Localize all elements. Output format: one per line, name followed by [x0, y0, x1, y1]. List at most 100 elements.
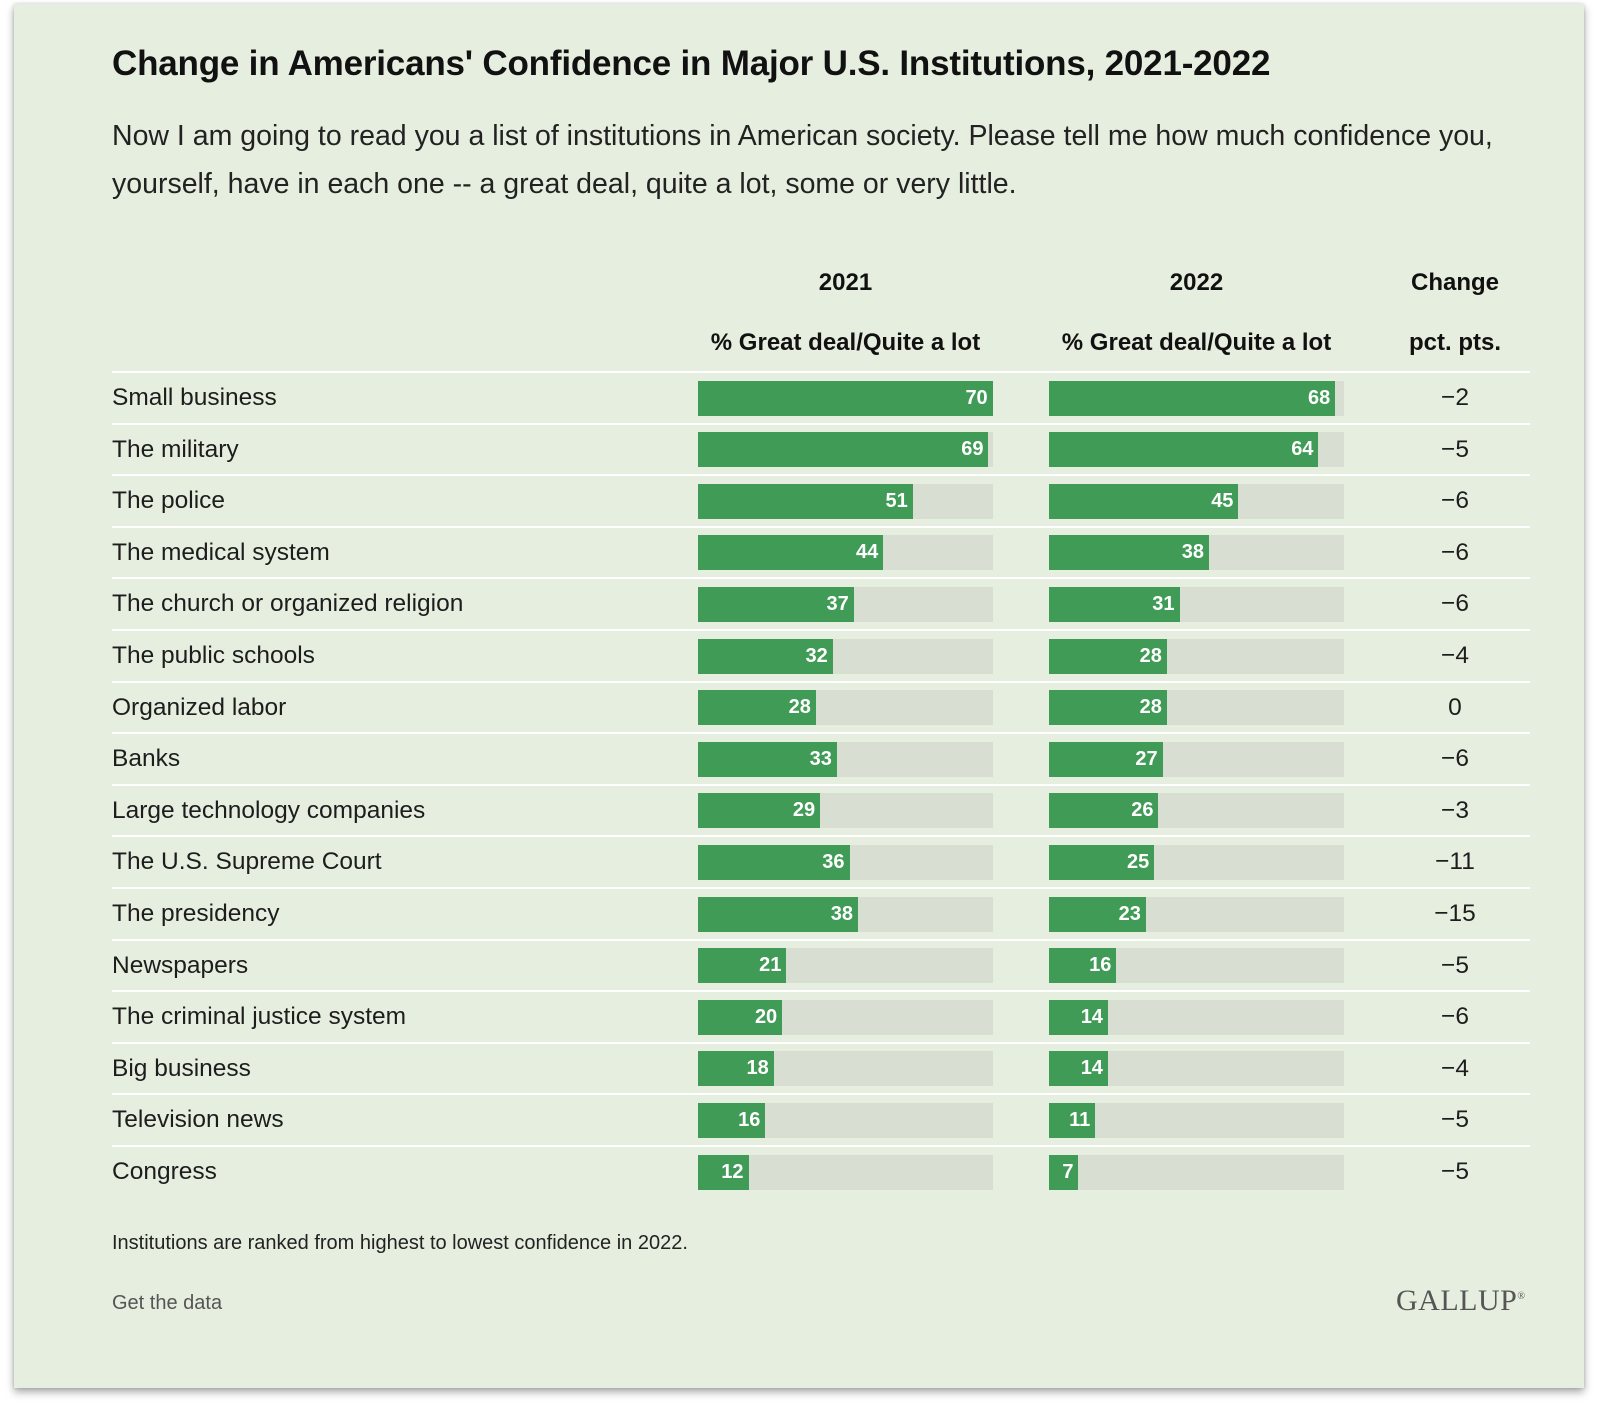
bar-track-2022: 14	[1049, 1051, 1344, 1087]
change-value: 0	[1448, 693, 1462, 721]
row-label: The medical system	[112, 538, 330, 566]
row-separator	[112, 629, 1530, 631]
bar-value-label-2022: 26	[1131, 799, 1154, 822]
change-value: −4	[1441, 1054, 1469, 1082]
bar-2022	[1049, 483, 1239, 519]
bar-track-2022: 27	[1049, 741, 1344, 777]
bar-track-2022: 23	[1049, 896, 1344, 932]
bar-track-2022: 31	[1049, 586, 1344, 622]
bar-value-label-2022: 27	[1135, 747, 1158, 770]
get-the-data-link[interactable]: Get the data	[112, 1292, 223, 1314]
bar-2021	[698, 741, 837, 777]
bar-track-2021: 29	[698, 793, 993, 829]
bar-2022	[1049, 1102, 1096, 1138]
bar-2022	[1049, 793, 1159, 829]
change-value: −6	[1441, 487, 1469, 515]
bar-value-label-2021: 33	[809, 747, 832, 770]
chart-rows: Small business 70 68 −2 The military 69 64 −5 Th…	[14, 4, 1584, 1388]
row-label: The church or organized religion	[112, 590, 464, 618]
bar-value-label-2021: 70	[965, 386, 988, 409]
bar-track-2022: 14	[1049, 999, 1344, 1035]
bar-value-label-2021: 29	[792, 799, 816, 822]
bar-value-label-2022: 64	[1291, 438, 1314, 461]
change-value: −6	[1441, 1003, 1469, 1031]
bar-2022	[1049, 690, 1167, 726]
change-value: −5	[1441, 1106, 1469, 1134]
change-value: −6	[1441, 538, 1469, 566]
bar-2021	[698, 999, 783, 1035]
bar-2022	[1049, 638, 1167, 674]
column-2022-year: 2022	[1169, 269, 1224, 296]
change-value: −5	[1441, 951, 1469, 979]
bar-2021	[698, 483, 913, 519]
bar-2021	[698, 844, 850, 880]
bar-2021	[698, 638, 833, 674]
row-label: The military	[112, 435, 239, 463]
bar-2022	[1049, 999, 1108, 1035]
row-separator	[112, 680, 1530, 683]
bar-track-2022: 45	[1049, 483, 1344, 519]
bar-2022	[1049, 741, 1163, 777]
row-label: The public schools	[112, 642, 315, 669]
bar-2022	[1049, 896, 1146, 932]
bar-track-2021: 37	[698, 586, 993, 622]
bar-track-2021: 12	[698, 1154, 993, 1190]
bar-value-label-2021: 44	[855, 541, 879, 564]
row-label: Congress	[112, 1158, 217, 1185]
bar-track-2022: 68	[1049, 380, 1344, 416]
bar-2021	[698, 1154, 749, 1190]
row-label: The U.S. Supreme Court	[112, 848, 382, 876]
row-separator	[112, 525, 1530, 528]
change-value: −5	[1441, 1158, 1469, 1185]
row-label: Banks	[112, 745, 181, 773]
bar-2021	[698, 690, 816, 726]
bar-value-label-2021: 18	[746, 1057, 769, 1080]
bar-2022	[1049, 432, 1319, 468]
bar-2022	[1049, 948, 1117, 984]
row-label: Small business	[112, 384, 277, 411]
bar-value-label-2022: 7	[1062, 1160, 1074, 1183]
bar-2021	[698, 896, 858, 932]
bar-track-2022: 38	[1049, 535, 1344, 571]
bar-track-2022: 28	[1049, 690, 1344, 726]
chart-subtitle: Now I am going to read you a list of ins…	[112, 120, 1493, 200]
bar-track-2022: 16	[1049, 948, 1344, 984]
change-value: −11	[1435, 848, 1475, 876]
row-label: The police	[112, 487, 226, 515]
bar-track-2021: 20	[698, 999, 993, 1035]
bar-2022	[1049, 535, 1209, 571]
bar-2022	[1049, 844, 1155, 880]
bar-2022	[1049, 586, 1180, 622]
bar-value-label-2021: 21	[759, 954, 782, 977]
bar-value-label-2021: 36	[822, 850, 845, 873]
bar-2021	[698, 586, 854, 622]
bar-2022	[1049, 1154, 1079, 1190]
row-separator	[112, 1041, 1530, 1044]
bar-value-label-2022: 14	[1080, 1005, 1103, 1028]
bar-track-2022: 26	[1049, 793, 1344, 829]
bar-value-label-2021: 37	[826, 592, 849, 615]
row-label: Large technology companies	[112, 796, 426, 824]
row-separator	[112, 887, 1530, 889]
row-separator	[112, 783, 1530, 786]
bar-track-2021: 69	[698, 432, 993, 468]
row-label: Big business	[112, 1054, 251, 1082]
bar-2021	[698, 535, 884, 571]
bar-2022	[1049, 1051, 1108, 1087]
bar-value-label-2022: 14	[1080, 1057, 1103, 1080]
bar-track-2021: 32	[698, 638, 993, 674]
bar-track-2021: 36	[698, 844, 993, 880]
row-separator	[112, 422, 1530, 425]
column-2021-year: 2021	[818, 269, 873, 296]
bar-2021	[698, 793, 821, 829]
bar-value-label-2022: 23	[1118, 902, 1141, 925]
change-value: −6	[1441, 590, 1469, 618]
bar-value-label-2022: 28	[1139, 696, 1162, 719]
row-separator	[112, 474, 1530, 477]
bar-2021	[698, 432, 989, 468]
change-value: −15	[1434, 900, 1476, 927]
bar-value-label-2021: 32	[805, 644, 828, 667]
bar-track-2022: 28	[1049, 638, 1344, 674]
bar-2021	[698, 1102, 766, 1138]
bar-value-label-2022: 45	[1211, 489, 1234, 512]
